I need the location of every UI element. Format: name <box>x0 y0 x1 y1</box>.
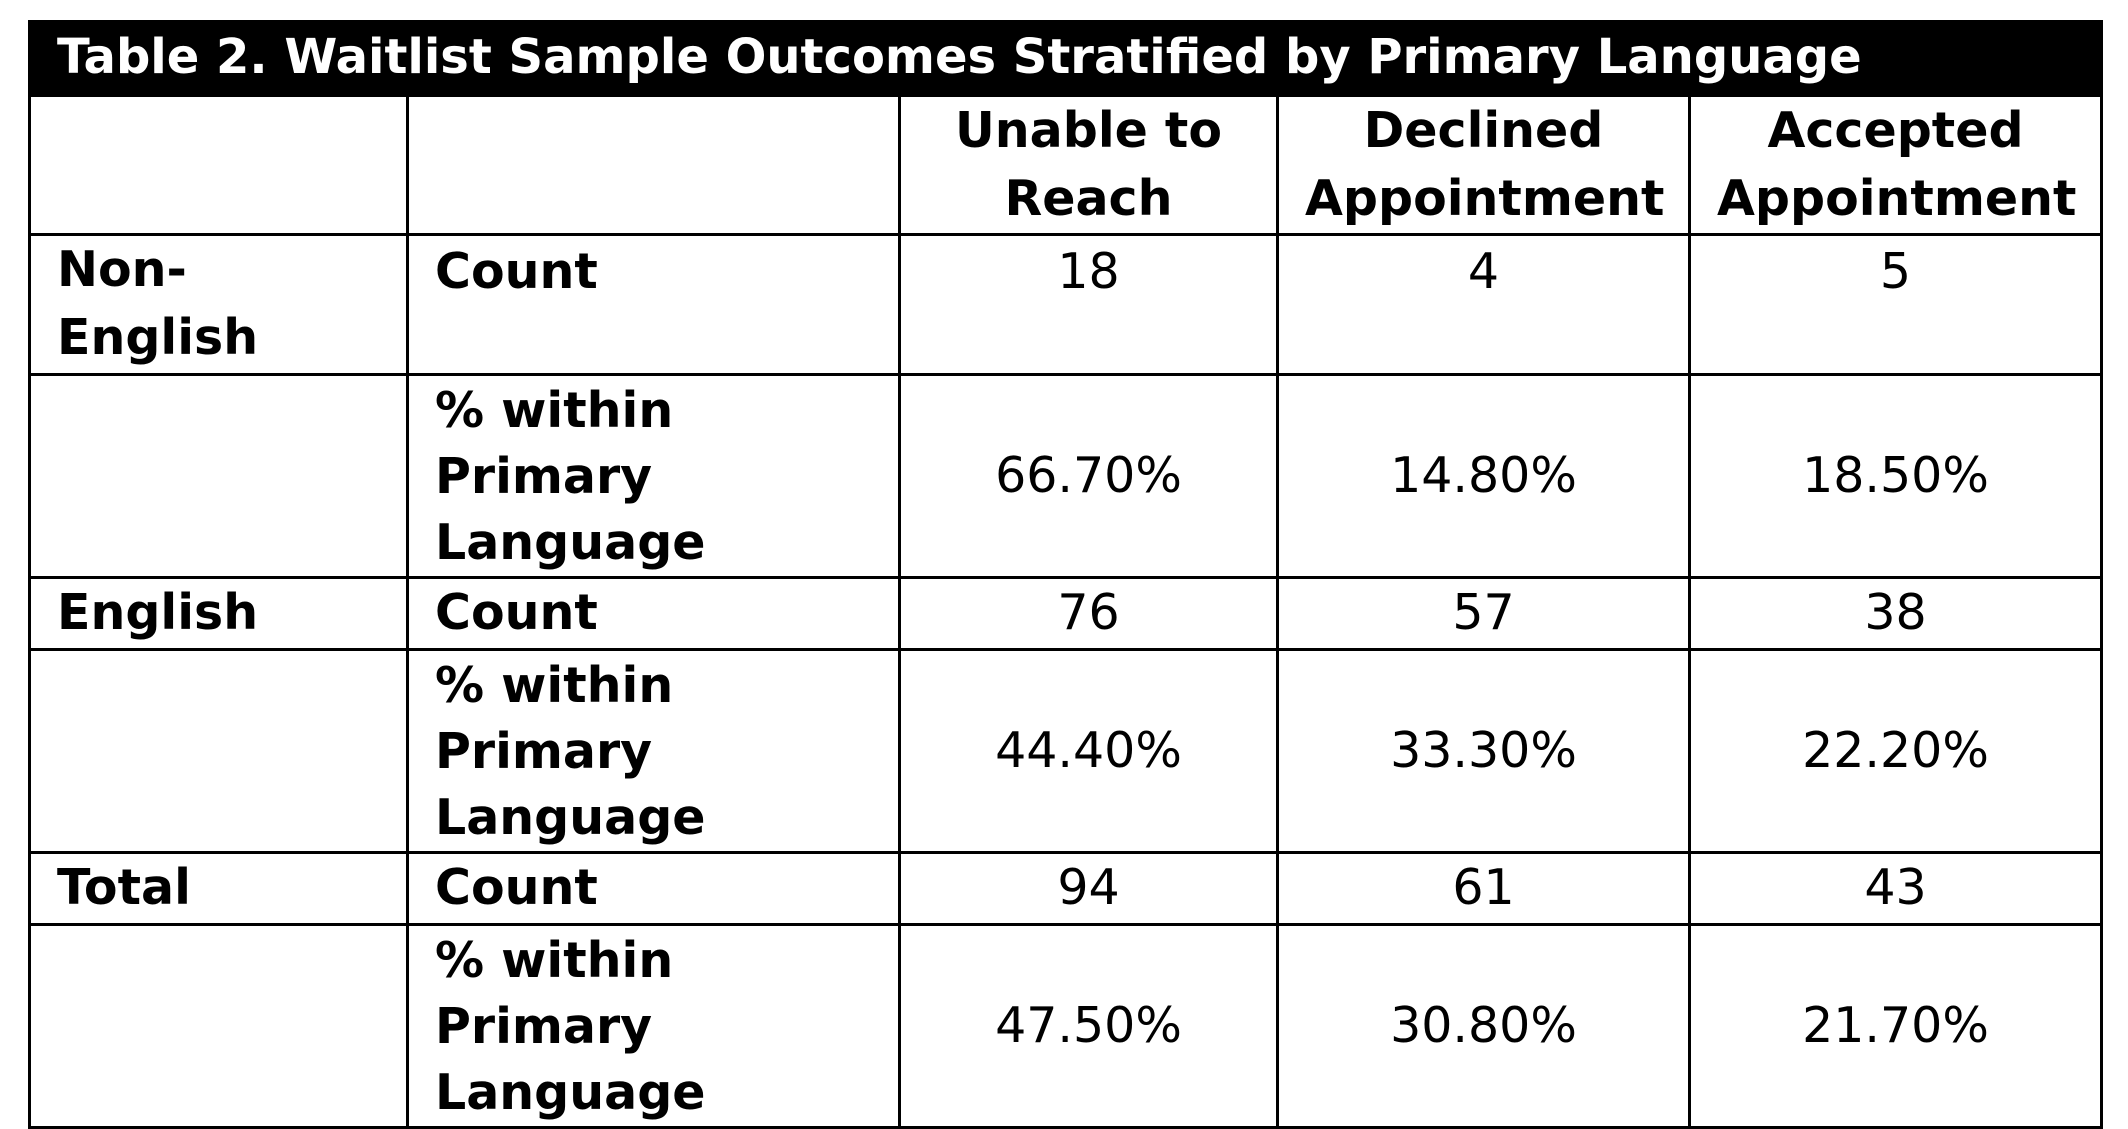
measure-cell: % within Primary Language <box>406 648 901 854</box>
value-cell: 18.50% <box>1688 373 2103 579</box>
value-cell: 66.70% <box>898 373 1279 579</box>
outcomes-table: Table 2. Waitlist Sample Outcomes Strati… <box>28 20 2103 1129</box>
group-cell: Non-English <box>28 233 409 376</box>
value-cell: 14.80% <box>1276 373 1691 579</box>
table-row: English Count 76 57 38 <box>28 576 2103 651</box>
header-cell-declined-appointment: Declined Appointment <box>1276 94 1691 236</box>
value-cell: 38 <box>1688 576 2103 651</box>
measure-cell: Count <box>406 233 901 376</box>
value-cell: 21.70% <box>1688 923 2103 1129</box>
value-cell: 57 <box>1276 576 1691 651</box>
header-cell-accepted-appointment: Accepted Appointment <box>1688 94 2103 236</box>
value-cell: 4 <box>1276 233 1691 376</box>
group-cell: Total <box>28 851 409 926</box>
table-row: % within Primary Language 66.70% 14.80% … <box>28 373 2103 579</box>
table-row: Total Count 94 61 43 <box>28 851 2103 926</box>
measure-cell: % within Primary Language <box>406 373 901 579</box>
value-cell: 44.40% <box>898 648 1279 854</box>
value-cell: 22.20% <box>1688 648 2103 854</box>
value-cell: 33.30% <box>1276 648 1691 854</box>
measure-cell: Count <box>406 576 901 651</box>
table-row: % within Primary Language 47.50% 30.80% … <box>28 923 2103 1129</box>
value-cell: 30.80% <box>1276 923 1691 1129</box>
value-cell: 47.50% <box>898 923 1279 1129</box>
value-cell: 5 <box>1688 233 2103 376</box>
value-cell: 94 <box>898 851 1279 926</box>
document-page: Table 2. Waitlist Sample Outcomes Strati… <box>28 20 2103 1129</box>
header-cell-measure <box>406 94 901 236</box>
header-cell-group <box>28 94 409 236</box>
header-row: Unable to Reach Declined Appointment Acc… <box>28 94 2103 236</box>
group-cell <box>28 923 409 1129</box>
value-cell: 18 <box>898 233 1279 376</box>
table-row: Non-English Count 18 4 5 <box>28 233 2103 376</box>
table-title-row: Table 2. Waitlist Sample Outcomes Strati… <box>28 20 2103 97</box>
value-cell: 61 <box>1276 851 1691 926</box>
group-cell: English <box>28 576 409 651</box>
table-title: Table 2. Waitlist Sample Outcomes Strati… <box>28 20 2103 97</box>
group-cell <box>28 648 409 854</box>
measure-cell: Count <box>406 851 901 926</box>
measure-cell: % within Primary Language <box>406 923 901 1129</box>
table-row: % within Primary Language 44.40% 33.30% … <box>28 648 2103 854</box>
group-cell <box>28 373 409 579</box>
header-cell-unable-to-reach: Unable to Reach <box>898 94 1279 236</box>
value-cell: 76 <box>898 576 1279 651</box>
value-cell: 43 <box>1688 851 2103 926</box>
